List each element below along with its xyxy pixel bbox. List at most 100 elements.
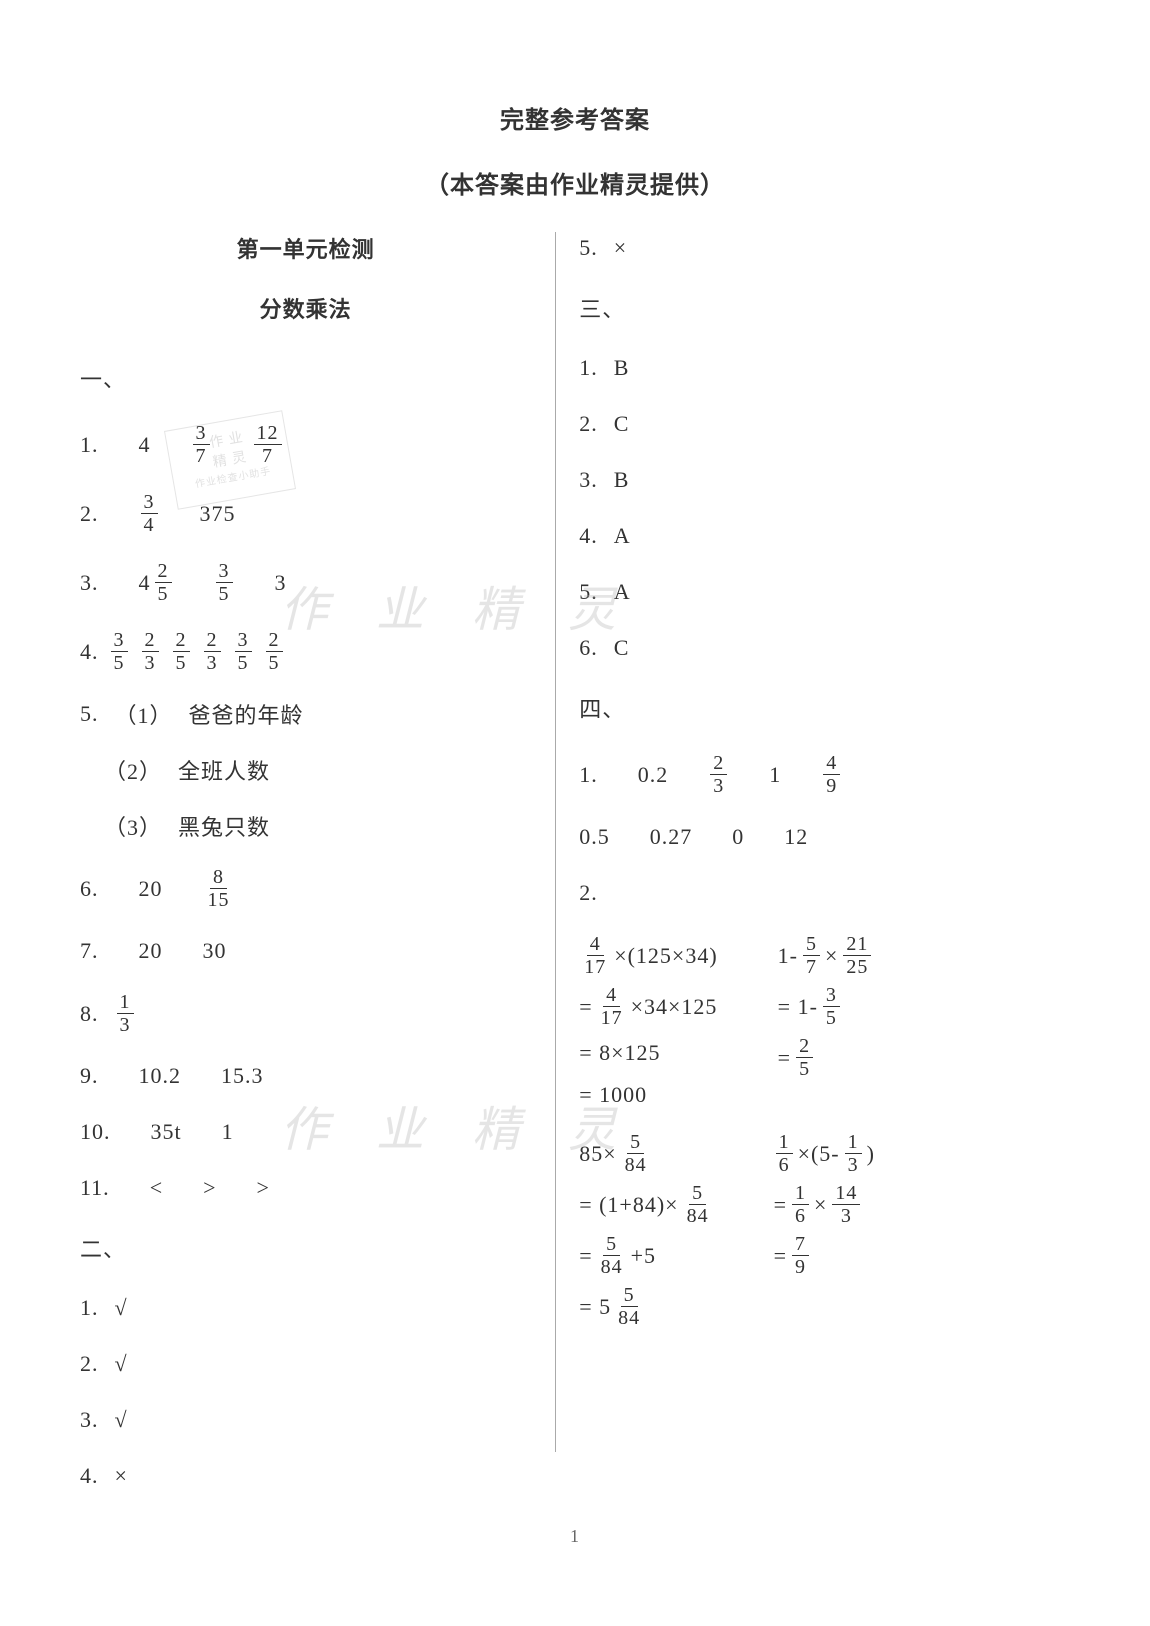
mc5: 5. A [579, 576, 1070, 608]
mc5-label: 5. [579, 579, 598, 605]
tf3-v: √ [115, 1407, 128, 1433]
mc1: 1.B [579, 352, 1070, 384]
calc1b-s3: = 25 [778, 1035, 874, 1080]
s4q1r2-d: 12 [784, 824, 808, 850]
q11-a: < [150, 1175, 163, 1201]
calc1a-s2: = 417 ×34×125 [579, 984, 717, 1029]
mc6-label: 6. [579, 635, 598, 661]
mc3: 3.B [579, 464, 1070, 496]
q1: 1. 4 37 127 [80, 422, 531, 467]
q9-a: 10.2 [139, 1063, 182, 1089]
q7-label: 7. [80, 938, 99, 964]
page-number: 1 [80, 1526, 1070, 1547]
q11-b: > [203, 1175, 216, 1201]
calc1a-s4: = 1000 [579, 1077, 717, 1113]
calc2a-s3: = 584 +5 [579, 1233, 713, 1278]
q10-a: 35t [151, 1119, 182, 1145]
s4q1-label: 1. [579, 762, 598, 788]
mc1-v: B [614, 355, 630, 381]
tf1-label: 1. [80, 1295, 99, 1321]
q5-p3t: 黑兔只数 [178, 810, 270, 842]
q9: 9. 10.2 15.3 [80, 1060, 531, 1092]
mc2-v: C [614, 411, 630, 437]
q6-f1: 815 [205, 866, 233, 911]
q8-f1: 13 [117, 991, 134, 1036]
q7: 7. 20 30 [80, 935, 531, 967]
calc2b-s2: = 16 × 143 [774, 1182, 875, 1227]
q2: 2. 34 375 [80, 491, 531, 536]
mc2-label: 2. [579, 411, 598, 437]
q4-f2: 23 [142, 629, 159, 674]
q4-f4: 23 [204, 629, 221, 674]
mc3-v: B [614, 467, 630, 493]
s4q1-b: 23 [710, 752, 727, 797]
mc2: 2. C [579, 408, 1070, 440]
q5-p1l: （1） [115, 698, 173, 730]
tf4-v: × [115, 1463, 128, 1489]
page-subtitle: （本答案由作业精灵提供） [80, 165, 1070, 200]
q4: 4. 35 23 25 23 35 25 [80, 629, 531, 674]
mc4-v: A [614, 523, 631, 549]
q10: 10. 35t 1 [80, 1116, 531, 1148]
q1-a: 4 [139, 432, 151, 458]
page-title: 完整参考答案 [80, 100, 1070, 135]
s4q1-c: 1 [769, 762, 781, 788]
q5-p1t: 爸爸的年龄 [189, 698, 304, 730]
tf1-v: √ [115, 1295, 128, 1321]
s4q1-d: 49 [823, 752, 840, 797]
mc6-v: C [614, 635, 630, 661]
tf3-label: 3. [80, 1407, 99, 1433]
calc-pair-2: 85× 584 = (1+84)× 584 = 584 +5 = 5584 [579, 1131, 1070, 1329]
q3-label: 3. [80, 570, 99, 596]
q2-f1: 34 [141, 491, 158, 536]
q1-f1: 37 [193, 422, 210, 467]
q3-f1: 35 [216, 560, 233, 605]
s4q1r2-c: 0 [732, 824, 744, 850]
calc2a-s4: = 5584 [579, 1284, 713, 1329]
calc-pair-1: 417 ×(125×34) = 417 ×34×125 = 8×125 = 10… [579, 933, 1070, 1113]
q3: 3. 425 35 3 [80, 560, 531, 605]
calc2a: 85× 584 = (1+84)× 584 = 584 +5 = 5584 [579, 1131, 713, 1329]
left-column: 第一单元检测 分数乘法 一、 1. 4 37 127 2. 34 375 3. … [80, 232, 555, 1516]
q10-label: 10. [80, 1119, 111, 1145]
q5-p2l: （2） [104, 754, 162, 786]
calc2b: 16 ×(5- 13 ) = 16 × 143 = 79 [774, 1131, 875, 1329]
q5-p2t: 全班人数 [178, 754, 270, 786]
q9-b: 15.3 [221, 1063, 264, 1089]
q7-a: 20 [139, 938, 163, 964]
calc1b-s1: 1- 57 × 2125 [778, 933, 874, 978]
calc2b-s1: 16 ×(5- 13 ) [774, 1131, 875, 1176]
q2-b: 375 [200, 501, 236, 527]
q11-label: 11. [80, 1175, 110, 1201]
tf4: 4.× [80, 1460, 531, 1492]
q7-b: 30 [203, 938, 227, 964]
q5-p3l: （3） [104, 810, 162, 842]
mc6: 6. C [579, 632, 1070, 664]
q11-c: > [257, 1175, 270, 1201]
s4q1r2-a: 0.5 [579, 824, 610, 850]
calc2b-s3: = 79 [774, 1233, 875, 1278]
q6: 6. 20 815 [80, 866, 531, 911]
q5-p1: 5. （1） 爸爸的年龄 [80, 698, 531, 730]
calc1b-s2: = 1- 35 [778, 984, 874, 1029]
q11: 11. < > > [80, 1172, 531, 1204]
q8: 8. 13 [80, 991, 531, 1036]
q4-f1: 35 [111, 629, 128, 674]
tf3: 3. √ [80, 1404, 531, 1436]
mc4-label: 4. [579, 523, 598, 549]
q2-label: 2. [80, 501, 99, 527]
s4q1r1: 1. 0.2 23 1 49 [579, 752, 1070, 797]
section-one-label: 一、 [80, 362, 531, 394]
q6-a: 20 [139, 876, 163, 902]
q3-b: 3 [275, 570, 287, 596]
tf1: 1. √ [80, 1292, 531, 1324]
mc5-v: A [614, 579, 631, 605]
tf5: 5.× [579, 232, 1070, 264]
s4q1-a: 0.2 [638, 762, 669, 788]
q5-p2: （2） 全班人数 [80, 754, 531, 786]
q4-f5: 35 [235, 629, 252, 674]
right-column: 5.× 三、 1.B 2.C 3.B 4.A 5.A 6.C 四、 1. 0.2… [555, 232, 1070, 1516]
calc1b: 1- 57 × 2125 = 1- 35 = 25 [778, 933, 874, 1113]
q1-label: 1. [80, 432, 99, 458]
calc2a-s2: = (1+84)× 584 [579, 1182, 713, 1227]
